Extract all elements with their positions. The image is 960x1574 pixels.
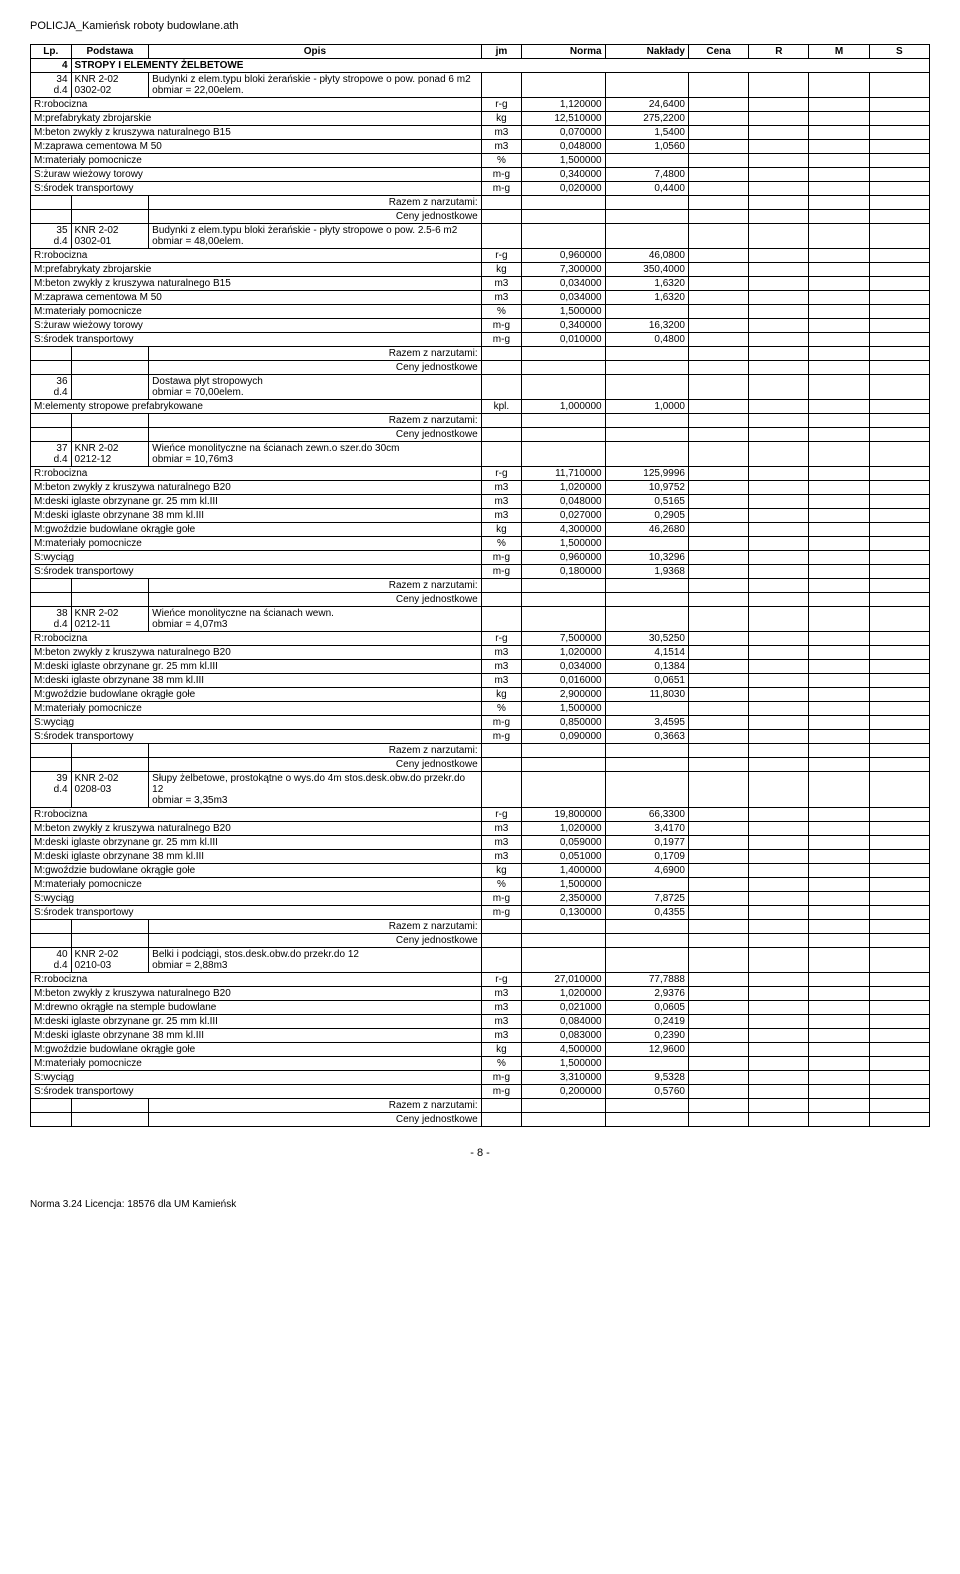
resource-row: S:wyciąg m-g 0,850000 3,4595 (31, 716, 930, 730)
resource-row: M:materiały pomocnicze % 1,500000 (31, 154, 930, 168)
item-header-row: 36d.4 Dostawa płyt stropowychobmiar = 70… (31, 375, 930, 400)
razem-row: Razem z narzutami: (31, 414, 930, 428)
ceny-row: Ceny jednostkowe (31, 934, 930, 948)
resource-row: M:deski iglaste obrzynane gr. 25 mm kl.I… (31, 836, 930, 850)
resource-row: M:materiały pomocnicze % 1,500000 (31, 537, 930, 551)
item-header-row: 37d.4 KNR 2-020212-12 Wieńce monolityczn… (31, 442, 930, 467)
resource-row: M:beton zwykły z kruszywa naturalnego B2… (31, 987, 930, 1001)
col-naklady: Nakłady (605, 45, 688, 59)
razem-row: Razem z narzutami: (31, 920, 930, 934)
col-cena: Cena (689, 45, 749, 59)
resource-row: S:środek transportowy m-g 0,130000 0,435… (31, 906, 930, 920)
resource-row: M:zaprawa cementowa M 50 m3 0,034000 1,6… (31, 291, 930, 305)
ceny-row: Ceny jednostkowe (31, 758, 930, 772)
ceny-row: Ceny jednostkowe (31, 361, 930, 375)
resource-row: M:prefabrykaty zbrojarskie kg 12,510000 … (31, 112, 930, 126)
resource-row: M:elementy stropowe prefabrykowane kpl. … (31, 400, 930, 414)
section-row: 4STROPY I ELEMENTY ŻELBETOWE (31, 59, 930, 73)
resource-row: M:deski iglaste obrzynane gr. 25 mm kl.I… (31, 495, 930, 509)
resource-row: M:beton zwykły z kruszywa naturalnego B2… (31, 646, 930, 660)
col-m: M (809, 45, 869, 59)
page-number: - 8 - (30, 1147, 930, 1159)
resource-row: S:środek transportowy m-g 0,090000 0,366… (31, 730, 930, 744)
resource-row: M:gwoździe budowlane okrągłe gołe kg 4,5… (31, 1043, 930, 1057)
ceny-row: Ceny jednostkowe (31, 593, 930, 607)
resource-row: M:beton zwykły z kruszywa naturalnego B1… (31, 126, 930, 140)
col-lp: Lp. (31, 45, 72, 59)
resource-row: R:robocizna r-g 27,010000 77,7888 (31, 973, 930, 987)
resource-row: M:gwoździe budowlane okrągłe gołe kg 2,9… (31, 688, 930, 702)
col-s: S (869, 45, 929, 59)
resource-row: M:deski iglaste obrzynane gr. 25 mm kl.I… (31, 1015, 930, 1029)
resource-row: M:prefabrykaty zbrojarskie kg 7,300000 3… (31, 263, 930, 277)
resource-row: S:żuraw wieżowy torowy m-g 0,340000 16,3… (31, 319, 930, 333)
resource-row: M:materiały pomocnicze % 1,500000 (31, 1057, 930, 1071)
resource-row: M:materiały pomocnicze % 1,500000 (31, 305, 930, 319)
resource-row: R:robocizna r-g 1,120000 24,6400 (31, 98, 930, 112)
resource-row: M:deski iglaste obrzynane 38 mm kl.III m… (31, 1029, 930, 1043)
col-podstawa: Podstawa (71, 45, 149, 59)
resource-row: M:materiały pomocnicze % 1,500000 (31, 702, 930, 716)
resource-row: M:gwoździe budowlane okrągłe gołe kg 4,3… (31, 523, 930, 537)
resource-row: M:deski iglaste obrzynane gr. 25 mm kl.I… (31, 660, 930, 674)
resource-row: R:robocizna r-g 19,800000 66,3300 (31, 808, 930, 822)
resource-row: S:wyciąg m-g 0,960000 10,3296 (31, 551, 930, 565)
razem-row: Razem z narzutami: (31, 1099, 930, 1113)
resource-row: M:beton zwykły z kruszywa naturalnego B2… (31, 481, 930, 495)
col-r: R (749, 45, 809, 59)
resource-row: M:drewno okrągłe na stemple budowlane m3… (31, 1001, 930, 1015)
table-header-row: Lp. Podstawa Opis jm Norma Nakłady Cena … (31, 45, 930, 59)
resource-row: M:gwoździe budowlane okrągłe gołe kg 1,4… (31, 864, 930, 878)
cost-table: Lp. Podstawa Opis jm Norma Nakłady Cena … (30, 44, 930, 1127)
item-header-row: 40d.4 KNR 2-020210-03 Belki i podciągi, … (31, 948, 930, 973)
razem-row: Razem z narzutami: (31, 347, 930, 361)
item-header-row: 39d.4 KNR 2-020208-03 Słupy żelbetowe, p… (31, 772, 930, 808)
resource-row: M:deski iglaste obrzynane 38 mm kl.III m… (31, 674, 930, 688)
item-header-row: 35d.4 KNR 2-020302-01 Budynki z elem.typ… (31, 224, 930, 249)
col-jm: jm (481, 45, 522, 59)
resource-row: M:zaprawa cementowa M 50 m3 0,048000 1,0… (31, 140, 930, 154)
ceny-row: Ceny jednostkowe (31, 210, 930, 224)
resource-row: S:wyciąg m-g 3,310000 9,5328 (31, 1071, 930, 1085)
resource-row: M:beton zwykły z kruszywa naturalnego B1… (31, 277, 930, 291)
item-header-row: 38d.4 KNR 2-020212-11 Wieńce monolityczn… (31, 607, 930, 632)
footer-text: Norma 3.24 Licencja: 18576 dla UM Kamień… (30, 1199, 930, 1210)
resource-row: R:robocizna r-g 7,500000 30,5250 (31, 632, 930, 646)
resource-row: S:środek transportowy m-g 0,180000 1,936… (31, 565, 930, 579)
resource-row: S:żuraw wieżowy torowy m-g 0,340000 7,48… (31, 168, 930, 182)
resource-row: R:robocizna r-g 11,710000 125,9996 (31, 467, 930, 481)
resource-row: S:wyciąg m-g 2,350000 7,8725 (31, 892, 930, 906)
resource-row: S:środek transportowy m-g 0,010000 0,480… (31, 333, 930, 347)
razem-row: Razem z narzutami: (31, 579, 930, 593)
col-opis: Opis (149, 45, 481, 59)
col-norma: Norma (522, 45, 605, 59)
resource-row: M:beton zwykły z kruszywa naturalnego B2… (31, 822, 930, 836)
header-text: POLICJA_Kamieńsk roboty budowlane.ath (30, 20, 930, 32)
ceny-row: Ceny jednostkowe (31, 1113, 930, 1127)
resource-row: M:materiały pomocnicze % 1,500000 (31, 878, 930, 892)
resource-row: M:deski iglaste obrzynane 38 mm kl.III m… (31, 509, 930, 523)
resource-row: M:deski iglaste obrzynane 38 mm kl.III m… (31, 850, 930, 864)
resource-row: S:środek transportowy m-g 0,200000 0,576… (31, 1085, 930, 1099)
resource-row: R:robocizna r-g 0,960000 46,0800 (31, 249, 930, 263)
razem-row: Razem z narzutami: (31, 744, 930, 758)
razem-row: Razem z narzutami: (31, 196, 930, 210)
item-header-row: 34d.4 KNR 2-020302-02 Budynki z elem.typ… (31, 73, 930, 98)
ceny-row: Ceny jednostkowe (31, 428, 930, 442)
resource-row: S:środek transportowy m-g 0,020000 0,440… (31, 182, 930, 196)
